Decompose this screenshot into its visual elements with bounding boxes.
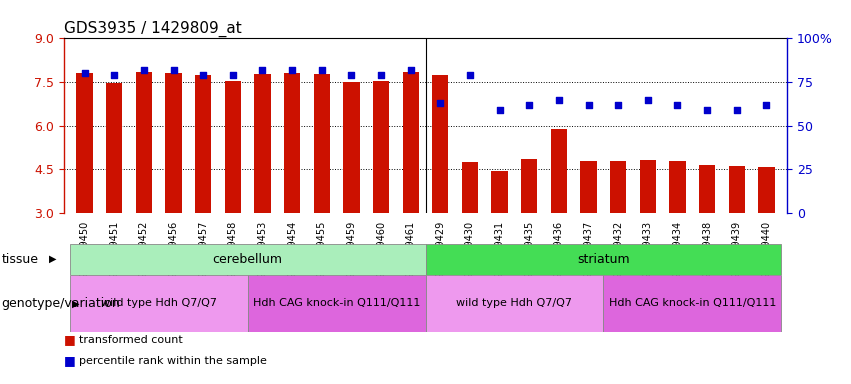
Bar bbox=[254, 74, 271, 213]
Bar bbox=[248, 275, 426, 332]
Bar bbox=[699, 165, 716, 213]
Bar bbox=[373, 81, 389, 213]
Bar bbox=[70, 244, 425, 275]
Point bbox=[700, 107, 714, 113]
Point bbox=[611, 102, 625, 108]
Bar bbox=[135, 72, 152, 213]
Bar bbox=[492, 171, 508, 213]
Bar bbox=[343, 82, 359, 213]
Point bbox=[77, 70, 91, 76]
Text: ■: ■ bbox=[64, 333, 80, 346]
Point bbox=[671, 102, 684, 108]
Bar bbox=[580, 161, 597, 213]
Point bbox=[582, 102, 596, 108]
Point bbox=[167, 67, 180, 73]
Text: wild type Hdh Q7/Q7: wild type Hdh Q7/Q7 bbox=[456, 298, 573, 308]
Point bbox=[493, 107, 506, 113]
Text: wild type Hdh Q7/Q7: wild type Hdh Q7/Q7 bbox=[100, 298, 217, 308]
Text: ▶: ▶ bbox=[71, 298, 79, 308]
Point bbox=[315, 67, 328, 73]
Point bbox=[523, 102, 536, 108]
Bar bbox=[521, 159, 538, 213]
Point bbox=[197, 72, 210, 78]
Text: striatum: striatum bbox=[577, 253, 630, 266]
Bar bbox=[426, 275, 603, 332]
Point bbox=[345, 72, 358, 78]
Point bbox=[137, 67, 151, 73]
Point bbox=[730, 107, 744, 113]
Bar bbox=[70, 275, 248, 332]
Point bbox=[433, 100, 447, 106]
Point bbox=[374, 72, 388, 78]
Bar bbox=[426, 244, 781, 275]
Text: Hdh CAG knock-in Q111/Q111: Hdh CAG knock-in Q111/Q111 bbox=[608, 298, 776, 308]
Bar bbox=[551, 129, 567, 213]
Text: tissue: tissue bbox=[2, 253, 38, 266]
Bar bbox=[640, 160, 656, 213]
Bar bbox=[313, 74, 330, 213]
Text: ■: ■ bbox=[64, 354, 80, 367]
Point bbox=[404, 67, 418, 73]
Point bbox=[285, 67, 299, 73]
Point bbox=[226, 72, 240, 78]
Text: percentile rank within the sample: percentile rank within the sample bbox=[79, 356, 267, 366]
Bar bbox=[403, 72, 419, 213]
Point bbox=[641, 96, 654, 103]
Bar bbox=[165, 73, 181, 213]
Bar bbox=[758, 167, 774, 213]
Bar bbox=[432, 75, 448, 213]
Text: Hdh CAG knock-in Q111/Q111: Hdh CAG knock-in Q111/Q111 bbox=[253, 298, 420, 308]
Bar bbox=[106, 83, 123, 213]
Point bbox=[255, 67, 269, 73]
Bar bbox=[603, 275, 781, 332]
Text: GDS3935 / 1429809_at: GDS3935 / 1429809_at bbox=[64, 21, 242, 37]
Bar bbox=[77, 73, 93, 213]
Point bbox=[552, 96, 566, 103]
Bar bbox=[225, 81, 241, 213]
Bar bbox=[610, 161, 626, 213]
Bar bbox=[284, 73, 300, 213]
Bar bbox=[670, 161, 686, 213]
Bar bbox=[195, 75, 211, 213]
Text: transformed count: transformed count bbox=[79, 335, 183, 345]
Text: cerebellum: cerebellum bbox=[213, 253, 283, 266]
Point bbox=[463, 72, 477, 78]
Text: genotype/variation: genotype/variation bbox=[2, 297, 121, 310]
Point bbox=[107, 72, 121, 78]
Point bbox=[760, 102, 774, 108]
Text: ▶: ▶ bbox=[49, 254, 56, 264]
Bar bbox=[462, 162, 478, 213]
Bar bbox=[728, 166, 745, 213]
